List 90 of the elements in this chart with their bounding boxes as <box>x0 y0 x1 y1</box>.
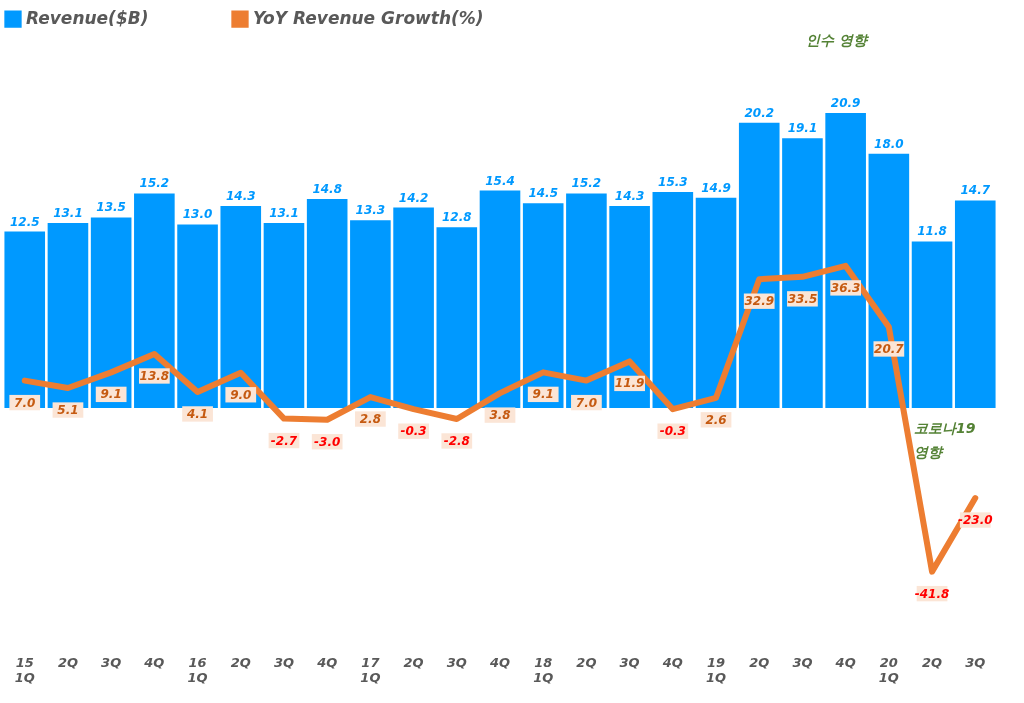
bar <box>263 223 305 408</box>
data-label: 14.2 <box>398 190 429 205</box>
data-label: 14.9 <box>701 180 731 195</box>
data-label: 14.3 <box>614 189 645 204</box>
data-label: 2.6 <box>705 412 727 427</box>
x-tick-label: 3Q <box>101 654 122 670</box>
data-label: -2.7 <box>270 433 298 448</box>
bar <box>609 206 650 408</box>
x-tick-label: 2Q <box>57 654 78 670</box>
bar <box>134 193 175 408</box>
data-label: 9.1 <box>532 387 554 402</box>
data-label: 19.1 <box>787 121 818 136</box>
x-tick-label: 2Q <box>403 654 424 670</box>
bar <box>825 112 866 408</box>
x-tick-label: 2Q <box>922 654 943 670</box>
bar <box>522 203 564 408</box>
x-tick-label: 18 1Q <box>533 654 554 685</box>
data-label: 20.7 <box>874 341 905 356</box>
text: 코로나19 영향 <box>914 420 976 461</box>
data-label: 3.8 <box>489 408 511 423</box>
data-label: -0.3 <box>400 424 427 439</box>
data-label: 12.8 <box>441 210 472 225</box>
bar <box>393 207 434 408</box>
bar <box>652 191 694 408</box>
data-label: 13.5 <box>96 200 126 215</box>
data-label: 7.0 <box>14 395 36 410</box>
data-label: 33.5 <box>787 291 818 306</box>
bar <box>782 138 823 408</box>
data-label: -2.8 <box>443 433 470 448</box>
legend-label: YoY Revenue Growth(%) <box>253 8 484 29</box>
bar <box>954 200 996 408</box>
data-label: 4.1 <box>185 406 209 421</box>
data-label: 13.0 <box>182 207 213 222</box>
data-label: 36.3 <box>830 280 861 295</box>
text: 인수 영향 <box>805 32 870 48</box>
x-tick-label: 4Q <box>661 654 683 670</box>
x-tick-label: 3Q <box>792 654 813 670</box>
bar <box>90 217 132 408</box>
x-tick-label: 20 1Q <box>878 654 899 685</box>
data-label: 14.3 <box>225 189 256 204</box>
x-tick-label: 4Q <box>834 654 856 670</box>
x-tick-label: 3Q <box>619 654 640 670</box>
data-label: 13.1 <box>269 206 299 221</box>
bar <box>220 206 262 408</box>
x-tick-label: 3Q <box>446 654 467 670</box>
data-label: 13.3 <box>355 203 386 218</box>
data-label: 20.9 <box>830 95 861 110</box>
x-tick-label: 2Q <box>576 654 597 670</box>
bar <box>306 199 348 408</box>
data-label: 14.5 <box>528 186 559 201</box>
data-label: 13.8 <box>139 368 170 383</box>
data-label: 12.5 <box>9 214 40 229</box>
x-tick-label: 3Q <box>273 654 295 670</box>
x-tick-label: 16 1Q <box>187 654 208 685</box>
data-label: 15.3 <box>658 174 688 189</box>
bar <box>738 122 780 408</box>
data-label: 14.7 <box>960 183 991 198</box>
data-label: 11.9 <box>614 376 645 391</box>
bar <box>436 227 478 408</box>
data-label: 15.4 <box>485 173 515 188</box>
data-label: -23.0 <box>957 513 993 528</box>
legend-label: Revenue($B) <box>26 8 149 29</box>
data-label: -0.3 <box>659 424 686 439</box>
x-tick-label: 17 1Q <box>360 654 381 685</box>
bar <box>695 197 737 408</box>
data-label: 9.1 <box>100 387 122 402</box>
data-label: 5.1 <box>57 403 79 418</box>
x-tick-label: 19 1Q <box>705 654 727 685</box>
x-tick-label: 4Q <box>488 654 511 670</box>
x-tick-label: 4Q <box>316 654 338 670</box>
x-tick-label: 2Q <box>749 654 770 670</box>
data-label: -41.8 <box>914 586 950 601</box>
data-label: 18.0 <box>874 136 904 151</box>
x-tick-label: 3Q <box>965 654 986 670</box>
data-label: 9.0 <box>230 387 252 402</box>
data-label: 20.2 <box>744 105 775 120</box>
data-label: 15.2 <box>571 176 602 191</box>
data-label: 11.8 <box>917 224 947 239</box>
x-tick-label: 15 1Q <box>14 654 35 685</box>
data-label: 13.1 <box>53 206 83 221</box>
bar <box>911 241 953 408</box>
data-label: 2.8 <box>359 412 382 427</box>
data-label: -3.0 <box>314 434 341 449</box>
data-label: 14.8 <box>312 182 342 197</box>
data-label: 15.2 <box>139 176 170 191</box>
x-tick-label: 2Q <box>230 654 251 670</box>
data-label: 32.9 <box>744 294 775 309</box>
data-label: 7.0 <box>575 395 598 410</box>
bar <box>350 220 391 408</box>
x-tick-label: 4Q <box>143 654 165 670</box>
